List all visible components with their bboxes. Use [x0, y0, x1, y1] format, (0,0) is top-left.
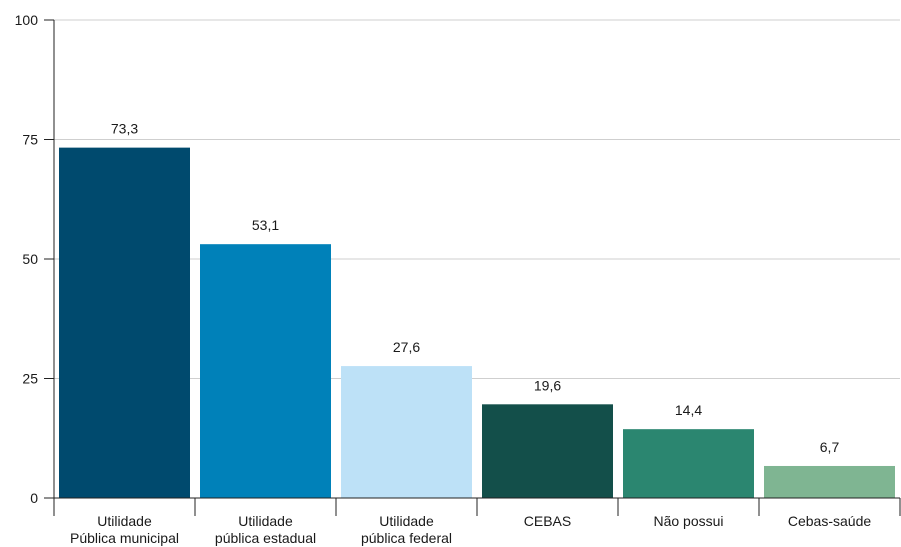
x-tick-label-line: Não possui	[653, 513, 723, 529]
bar	[59, 147, 190, 498]
axis-layer	[44, 19, 901, 516]
y-tick-label: 50	[22, 251, 38, 267]
x-tick-label-line: Pública municipal	[70, 530, 179, 546]
x-tick-label: CEBAS	[524, 513, 571, 529]
x-tick-label: Utilidade Pública municipal	[70, 513, 179, 546]
y-tick-label: 25	[22, 371, 38, 387]
data-label: 6,7	[820, 439, 840, 455]
x-tick-label: Cebas-saúde	[788, 513, 871, 529]
bar	[623, 429, 754, 498]
x-tick-label: Utilidade pública estadual	[215, 513, 316, 546]
data-label: 53,1	[252, 217, 279, 233]
data-label: 27,6	[393, 339, 420, 355]
x-tick-label-line: Utilidade	[97, 513, 152, 529]
data-label: 19,6	[534, 377, 561, 393]
x-tick-label: Não possui	[653, 513, 723, 529]
y-tick-label: 75	[22, 132, 38, 148]
x-tick-label-line: Utilidade	[379, 513, 434, 529]
y-tick-label: 100	[15, 12, 39, 28]
bar	[200, 244, 331, 498]
bar	[341, 366, 472, 498]
x-tick-label: Utilidade pública federal	[361, 513, 452, 546]
grid-layer	[54, 19, 900, 379]
bar	[482, 404, 613, 498]
x-tick-label-line: pública federal	[361, 530, 452, 546]
data-label: 14,4	[675, 402, 702, 418]
bar-layer	[59, 147, 895, 498]
x-tick-label-line: pública estadual	[215, 530, 316, 546]
x-tick-label-line: CEBAS	[524, 513, 571, 529]
y-tick-label: 0	[30, 490, 38, 506]
data-label: 73,3	[111, 121, 138, 137]
x-tick-label-line: Utilidade	[238, 513, 293, 529]
bar	[764, 465, 895, 498]
x-tick-label-line: Cebas-saúde	[788, 513, 871, 529]
label-layer: 0 25 50 75 100 73,3 53,1 27,6 19,6 14,4 6,7 Utilida…	[15, 12, 872, 546]
